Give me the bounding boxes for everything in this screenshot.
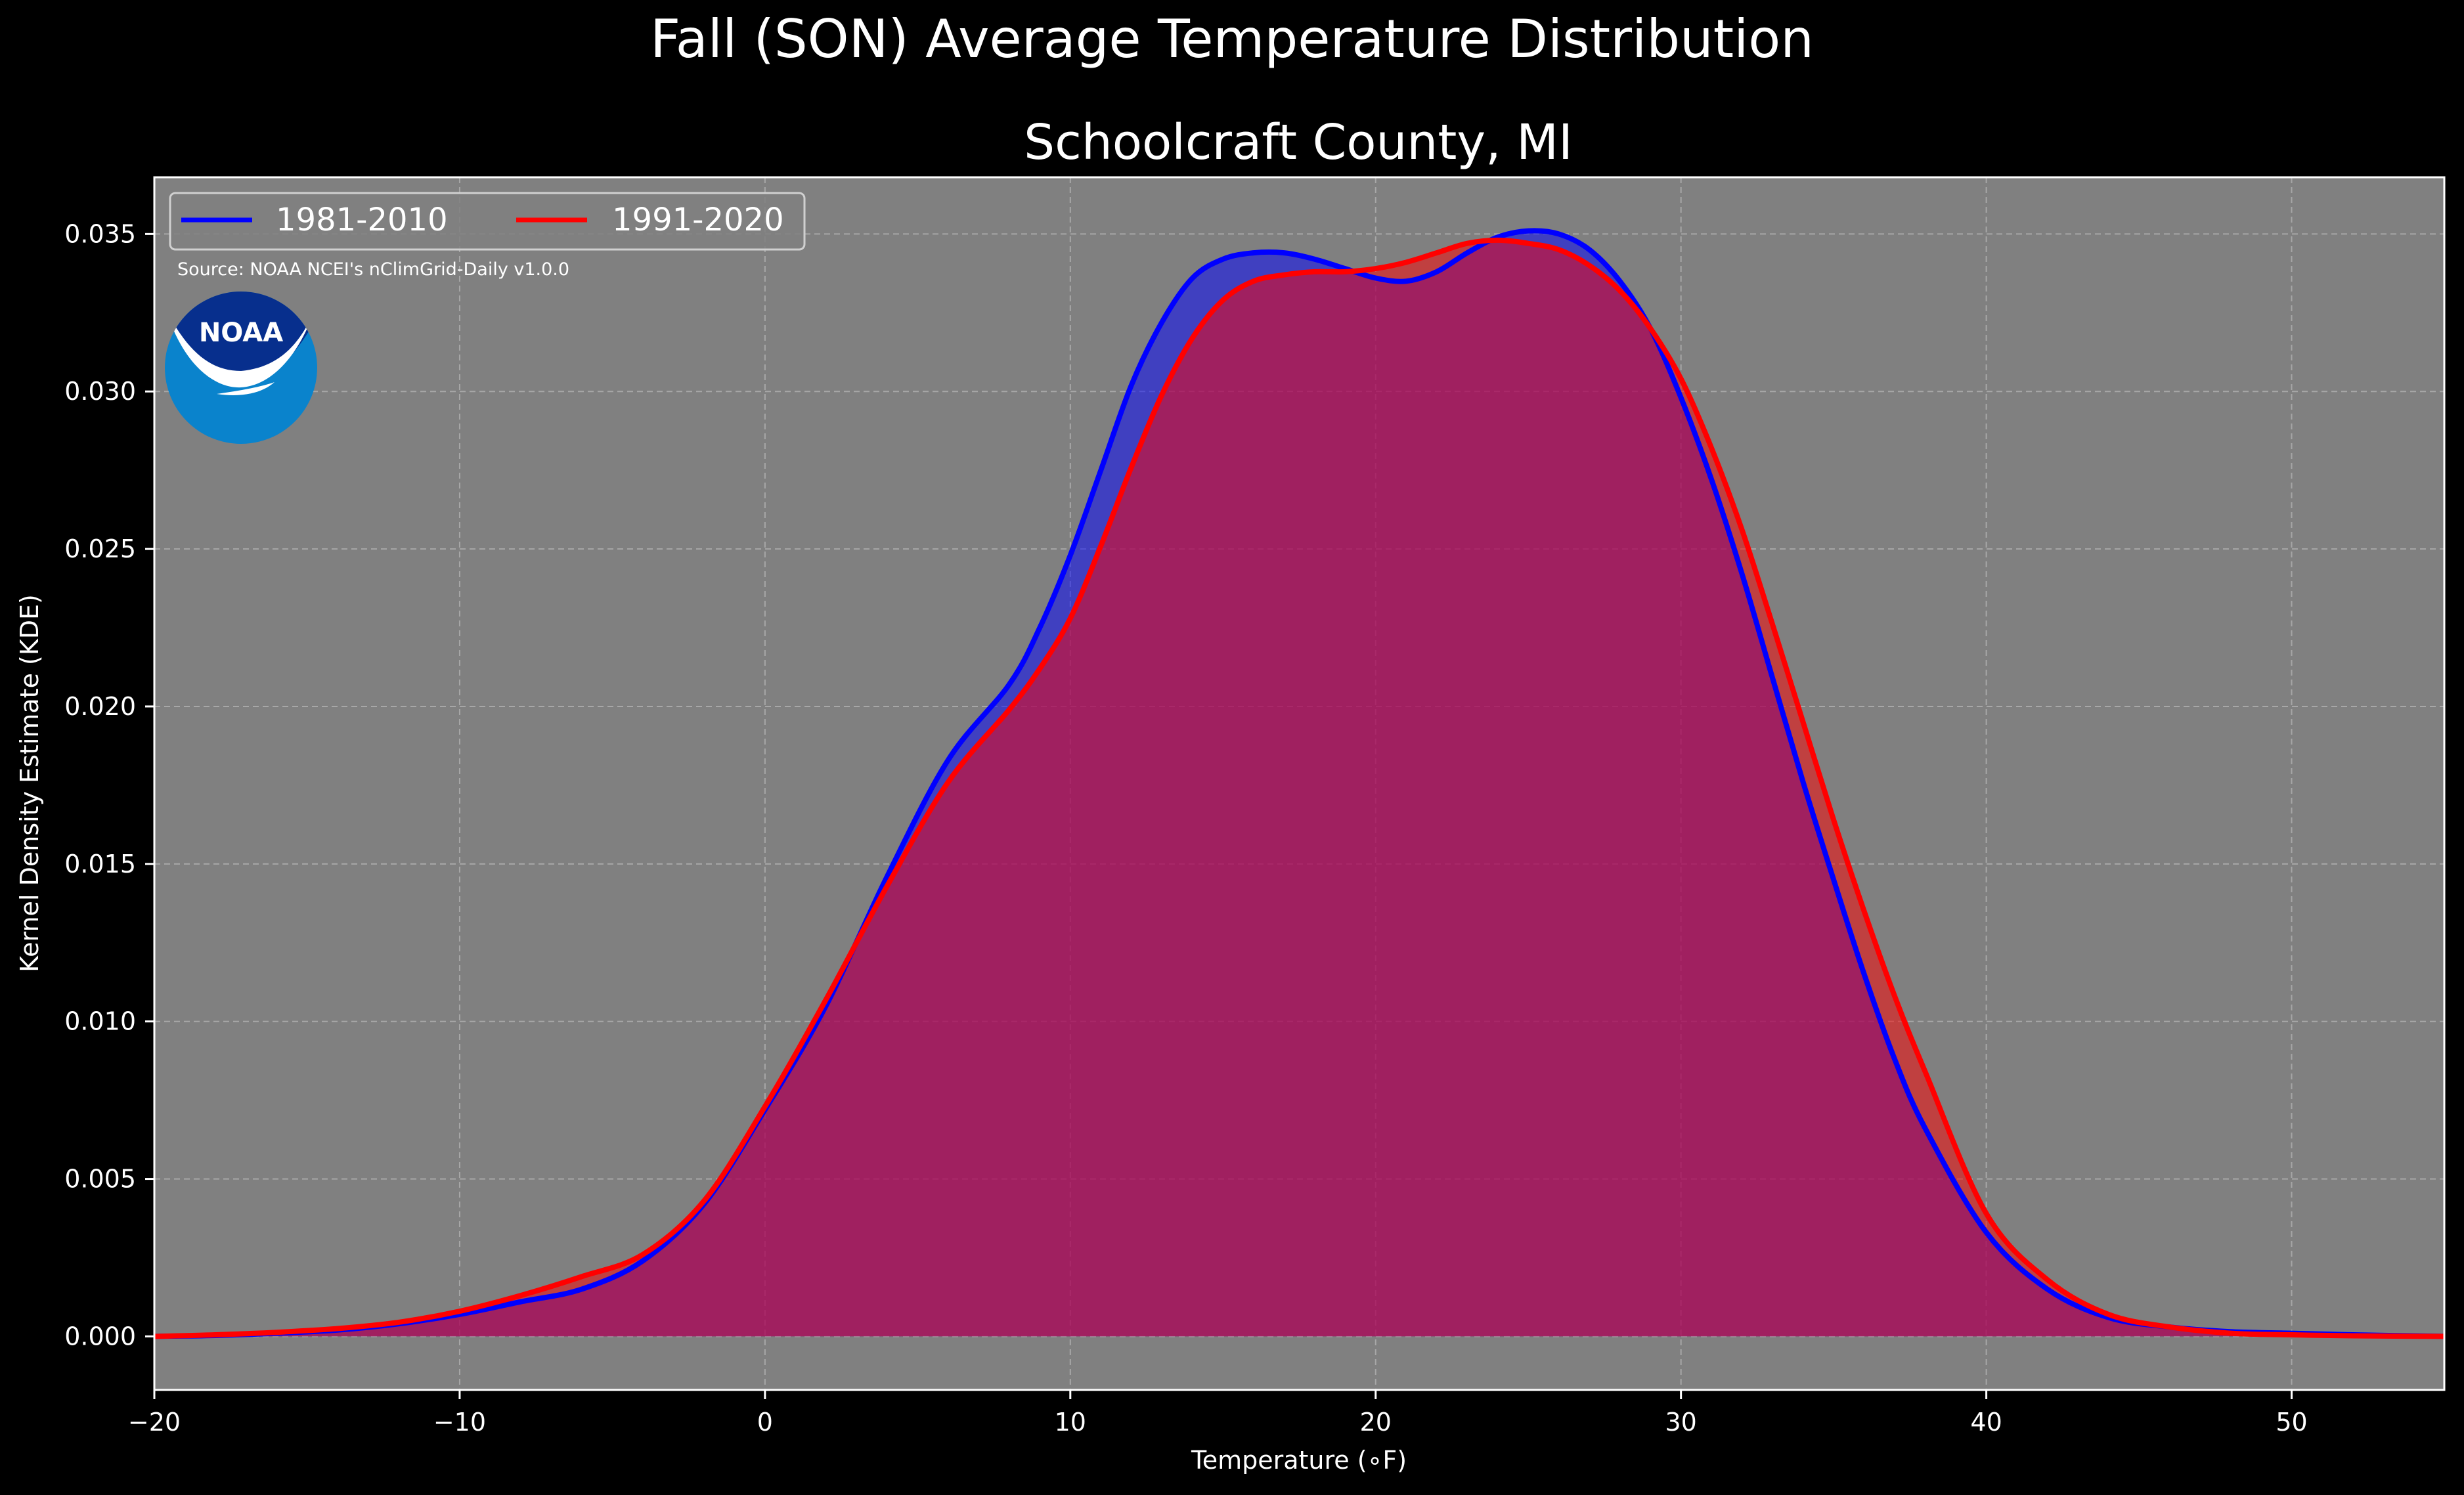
y-tick-label: 0.020 bbox=[64, 692, 136, 721]
x-tick-label: 30 bbox=[1665, 1408, 1696, 1437]
y-tick-label: 0.035 bbox=[64, 219, 136, 248]
legend-label-1991-2020: 1991-2020 bbox=[612, 202, 784, 238]
chart-subtitle: Schoolcraft County, MI bbox=[1024, 114, 1573, 171]
logo-text: NOAA bbox=[199, 318, 283, 348]
series-layer bbox=[154, 228, 2445, 1339]
x-tick-label: −20 bbox=[128, 1408, 181, 1437]
x-axis-label: Temperature (∘F) bbox=[1191, 1446, 1407, 1475]
y-axis: 0.000 0.005 0.010 0.015 0.020 0.025 0.030 0.035 bbox=[64, 219, 154, 1351]
y-tick-label: 0.005 bbox=[64, 1165, 136, 1194]
y-tick-label: 0.000 bbox=[64, 1322, 136, 1351]
plot-frame bbox=[153, 176, 2446, 1391]
chart-title: Fall (SON) Average Temperature Distribut… bbox=[650, 9, 1814, 70]
x-tick-label: −10 bbox=[433, 1408, 486, 1437]
x-axis: −20 −10 0 10 20 30 40 50 bbox=[128, 1390, 2308, 1437]
y-tick-label: 0.025 bbox=[64, 534, 136, 563]
x-tick-label: 0 bbox=[757, 1408, 773, 1437]
y-tick-label: 0.015 bbox=[64, 850, 136, 878]
x-tick-label: 40 bbox=[1970, 1408, 2002, 1437]
legend-frame bbox=[169, 192, 806, 251]
legend-label-1981-2010: 1981-2010 bbox=[276, 202, 448, 238]
y-tick-label: 0.010 bbox=[64, 1007, 136, 1036]
y-axis-label: Kernel Density Estimate (KDE) bbox=[15, 594, 44, 972]
legend: 1981-2010 1991-2020 bbox=[169, 192, 806, 251]
noaa-logo-icon: NOAA bbox=[165, 292, 317, 444]
y-tick-label: 0.030 bbox=[64, 377, 136, 406]
x-tick-label: 20 bbox=[1360, 1408, 1392, 1437]
x-tick-label: 50 bbox=[2276, 1408, 2307, 1437]
x-tick-label: 10 bbox=[1055, 1408, 1086, 1437]
series-line-1991-2020 bbox=[154, 237, 2445, 1339]
source-note: Source: NOAA NCEI's nClimGrid-Daily v1.0… bbox=[177, 259, 569, 280]
series-area-1991-2020 bbox=[154, 240, 2444, 1337]
